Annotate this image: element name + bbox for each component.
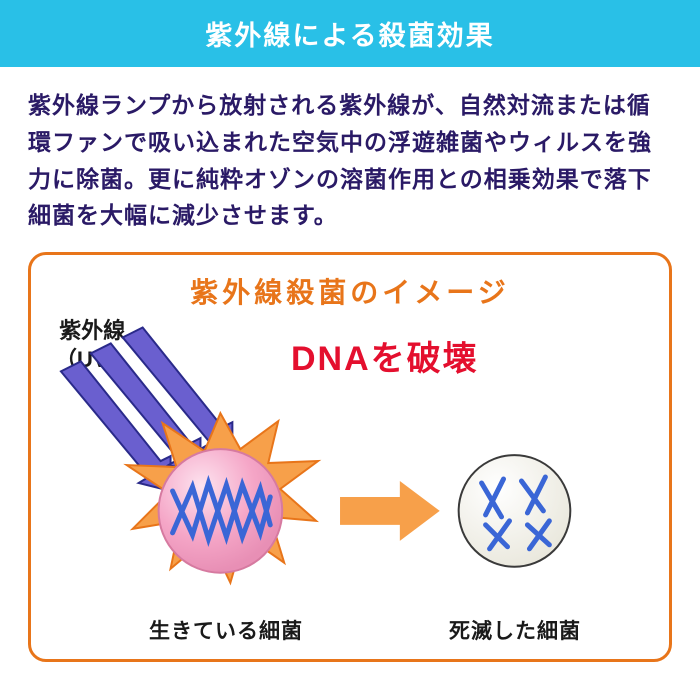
- transition-arrow-icon: [340, 481, 440, 541]
- header-title: 紫外線による殺菌効果: [205, 21, 494, 51]
- header-banner: 紫外線による殺菌効果: [0, 0, 700, 67]
- diagram-svg: [31, 311, 669, 651]
- live-cell-icon: [159, 449, 283, 573]
- diagram-title: 紫外線殺菌のイメージ: [49, 271, 651, 311]
- diagram-container: 紫外線殺菌のイメージ 紫外線 （UV） DNAを破壊: [28, 252, 672, 662]
- dead-bacteria-label: 死滅した細菌: [449, 615, 581, 645]
- dead-cell-icon: [459, 455, 571, 567]
- body-description: 紫外線ランプから放射される紫外線が、自然対流または循環ファンで吸い込まれた空気中…: [0, 67, 700, 252]
- live-bacteria-label: 生きている細菌: [149, 615, 303, 645]
